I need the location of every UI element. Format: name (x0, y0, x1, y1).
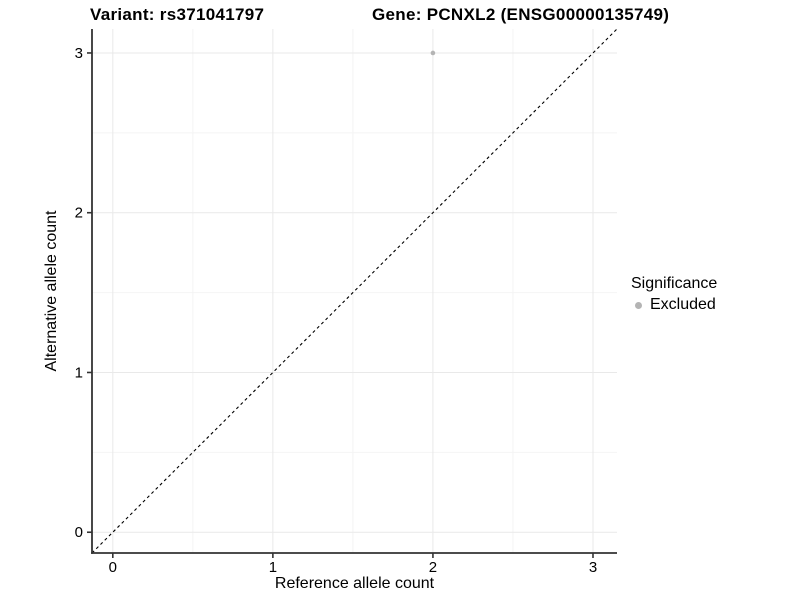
variant-title: Variant: rs371041797 (90, 5, 265, 24)
y-tick-label: 0 (75, 524, 83, 541)
y-tick-label: 2 (75, 205, 83, 222)
x-tick-label: 0 (109, 559, 117, 576)
identity-line (91, 28, 618, 554)
legend-title: Significance (631, 275, 718, 292)
x-tick-label: 2 (429, 559, 437, 576)
legend-point-icon (635, 301, 642, 309)
legend-entry-excluded: Excluded (631, 296, 717, 314)
data-point (430, 50, 436, 56)
gene-title: Gene: PCNXL2 (ENSG00000135749) (372, 5, 670, 24)
x-tick-label: 1 (269, 559, 277, 576)
x-axis-title: Reference allele count (274, 575, 435, 592)
x-tick-label: 3 (589, 559, 597, 576)
legend: Significance Excluded (631, 274, 717, 314)
y-axis-title: Alternative allele count (43, 210, 60, 372)
y-tick-label: 1 (75, 364, 83, 381)
y-tick-label: 3 (75, 45, 83, 62)
legend-entry-label: Excluded (650, 296, 716, 313)
